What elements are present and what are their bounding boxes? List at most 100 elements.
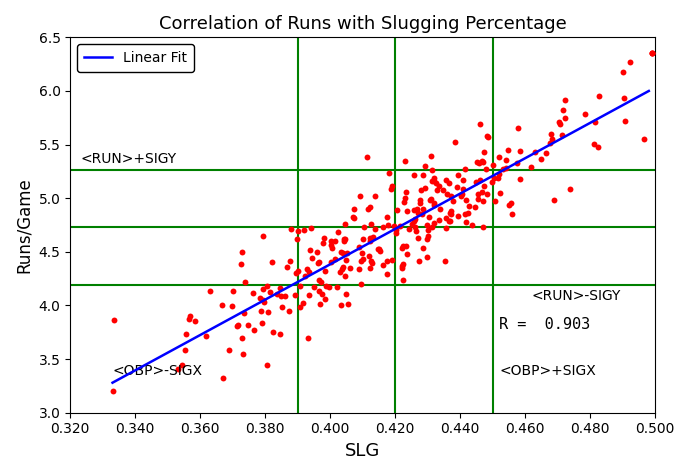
Point bbox=[338, 237, 349, 245]
Point bbox=[391, 207, 402, 214]
Point bbox=[481, 165, 492, 172]
Point bbox=[503, 147, 514, 154]
Point bbox=[426, 166, 437, 173]
Point bbox=[506, 199, 517, 207]
Point bbox=[340, 256, 351, 264]
Point bbox=[354, 265, 365, 273]
Point bbox=[177, 361, 188, 369]
Point bbox=[549, 196, 560, 204]
Point bbox=[495, 190, 506, 197]
Point bbox=[362, 153, 373, 161]
Point bbox=[184, 312, 195, 320]
Point bbox=[455, 192, 466, 200]
Point bbox=[313, 259, 324, 266]
Point bbox=[364, 203, 375, 210]
Point bbox=[237, 334, 248, 342]
Point bbox=[172, 365, 184, 372]
Point bbox=[339, 220, 351, 228]
Point bbox=[303, 291, 314, 299]
Point bbox=[492, 174, 503, 182]
Point bbox=[217, 301, 228, 309]
Point bbox=[579, 111, 590, 118]
Point bbox=[180, 330, 191, 338]
Point bbox=[107, 388, 118, 395]
Point bbox=[408, 171, 420, 179]
Text: <RUN>-SIGY: <RUN>-SIGY bbox=[532, 289, 621, 303]
Point bbox=[457, 176, 469, 184]
Point bbox=[329, 256, 340, 263]
Point bbox=[326, 241, 337, 248]
Point bbox=[647, 49, 658, 57]
Point bbox=[413, 256, 424, 264]
Legend: Linear Fit: Linear Fit bbox=[77, 44, 194, 72]
Point bbox=[315, 301, 326, 308]
Point bbox=[259, 298, 270, 306]
Point bbox=[382, 257, 393, 265]
Point bbox=[357, 236, 368, 243]
Point bbox=[457, 185, 469, 193]
Point bbox=[428, 200, 440, 207]
Point bbox=[410, 215, 421, 223]
Point bbox=[257, 285, 268, 293]
Point bbox=[560, 114, 571, 121]
Point bbox=[370, 192, 381, 200]
Point bbox=[373, 245, 384, 253]
Point bbox=[382, 221, 393, 229]
Point bbox=[356, 257, 367, 265]
Point bbox=[445, 209, 456, 217]
Point bbox=[237, 248, 248, 256]
Point bbox=[638, 135, 649, 142]
Point bbox=[262, 282, 273, 289]
Point bbox=[382, 270, 393, 277]
Point bbox=[373, 245, 384, 253]
Point bbox=[445, 192, 456, 200]
Point bbox=[337, 265, 348, 273]
Point bbox=[264, 288, 275, 295]
Point bbox=[511, 159, 522, 166]
Point bbox=[430, 180, 441, 187]
Point bbox=[377, 261, 388, 269]
Point bbox=[434, 206, 445, 213]
Point bbox=[592, 143, 603, 151]
Point bbox=[248, 326, 259, 334]
Point bbox=[540, 149, 551, 156]
Point bbox=[302, 334, 313, 342]
Point bbox=[339, 272, 351, 279]
Point bbox=[425, 152, 436, 160]
Point bbox=[267, 328, 278, 336]
Point bbox=[342, 301, 353, 308]
Point bbox=[473, 190, 484, 198]
Point bbox=[284, 257, 295, 265]
Point bbox=[589, 141, 600, 148]
Point bbox=[109, 316, 120, 323]
Point bbox=[217, 374, 228, 381]
Point bbox=[397, 260, 408, 268]
Point bbox=[266, 258, 277, 266]
Point bbox=[224, 346, 235, 354]
Point bbox=[451, 183, 462, 190]
Point bbox=[336, 248, 347, 256]
Point bbox=[460, 165, 471, 173]
Point bbox=[544, 139, 555, 147]
Point bbox=[490, 197, 501, 205]
Point bbox=[469, 203, 480, 211]
Point bbox=[420, 162, 431, 170]
Point bbox=[553, 118, 564, 125]
Point bbox=[478, 197, 489, 204]
Point bbox=[359, 223, 370, 230]
Point bbox=[426, 223, 437, 231]
Point bbox=[377, 223, 388, 231]
Point bbox=[400, 243, 411, 250]
Point bbox=[233, 322, 244, 329]
Text: <RUN>+SIGY: <RUN>+SIGY bbox=[80, 152, 176, 165]
Point bbox=[402, 208, 413, 215]
Text: R =  0.903: R = 0.903 bbox=[500, 317, 591, 332]
Point bbox=[317, 290, 328, 298]
Point bbox=[472, 195, 483, 203]
Point bbox=[338, 263, 349, 270]
Point bbox=[466, 221, 477, 229]
Point bbox=[433, 183, 444, 190]
Point bbox=[319, 267, 331, 275]
Point bbox=[424, 196, 435, 204]
Point bbox=[489, 174, 500, 182]
